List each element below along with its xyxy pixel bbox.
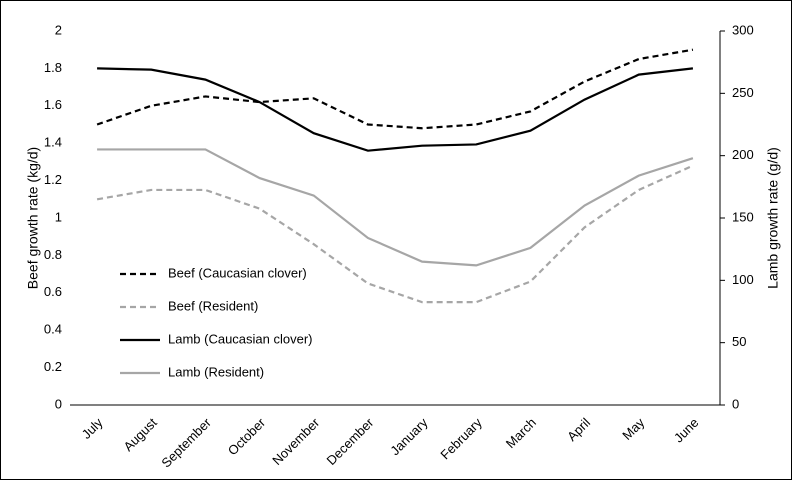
y2-tick-label: 150 bbox=[732, 209, 754, 224]
y-tick-label: 1.6 bbox=[44, 97, 62, 112]
y2-tick-label: 200 bbox=[732, 147, 754, 162]
y2-tick-label: 250 bbox=[732, 85, 754, 100]
y-tick-label: 0.6 bbox=[44, 284, 62, 299]
series-line bbox=[97, 148, 694, 267]
y-tick-label: 1 bbox=[55, 209, 62, 224]
y2-tick-label: 0 bbox=[732, 396, 739, 411]
y-axis-label: Beef growth rate (kg/d) bbox=[25, 147, 41, 289]
y2-tick-label: 300 bbox=[732, 22, 754, 37]
legend-label: Beef (Resident) bbox=[168, 298, 258, 313]
series-line bbox=[96, 48, 694, 130]
y2-axis-label: Lamb growth rate (g/d) bbox=[765, 147, 781, 289]
y-tick-label: 1.2 bbox=[44, 172, 62, 187]
y-tick-label: 0.2 bbox=[44, 359, 62, 374]
series-line bbox=[97, 67, 694, 152]
legend-label: Lamb (Resident) bbox=[168, 364, 264, 379]
y2-tick-label: 50 bbox=[732, 334, 746, 349]
y-tick-label: 1.4 bbox=[44, 135, 62, 150]
series-line bbox=[96, 164, 694, 304]
y2-tick-label: 100 bbox=[732, 272, 754, 287]
y-tick-label: 0 bbox=[55, 396, 62, 411]
legend-label: Beef (Caucasian clover) bbox=[168, 265, 307, 280]
legend-label: Lamb (Caucasian clover) bbox=[168, 331, 313, 346]
y-tick-label: 2 bbox=[55, 22, 62, 37]
y-tick-label: 1.8 bbox=[44, 60, 62, 75]
y-tick-label: 0.8 bbox=[44, 247, 62, 262]
y-tick-label: 0.4 bbox=[44, 322, 62, 337]
